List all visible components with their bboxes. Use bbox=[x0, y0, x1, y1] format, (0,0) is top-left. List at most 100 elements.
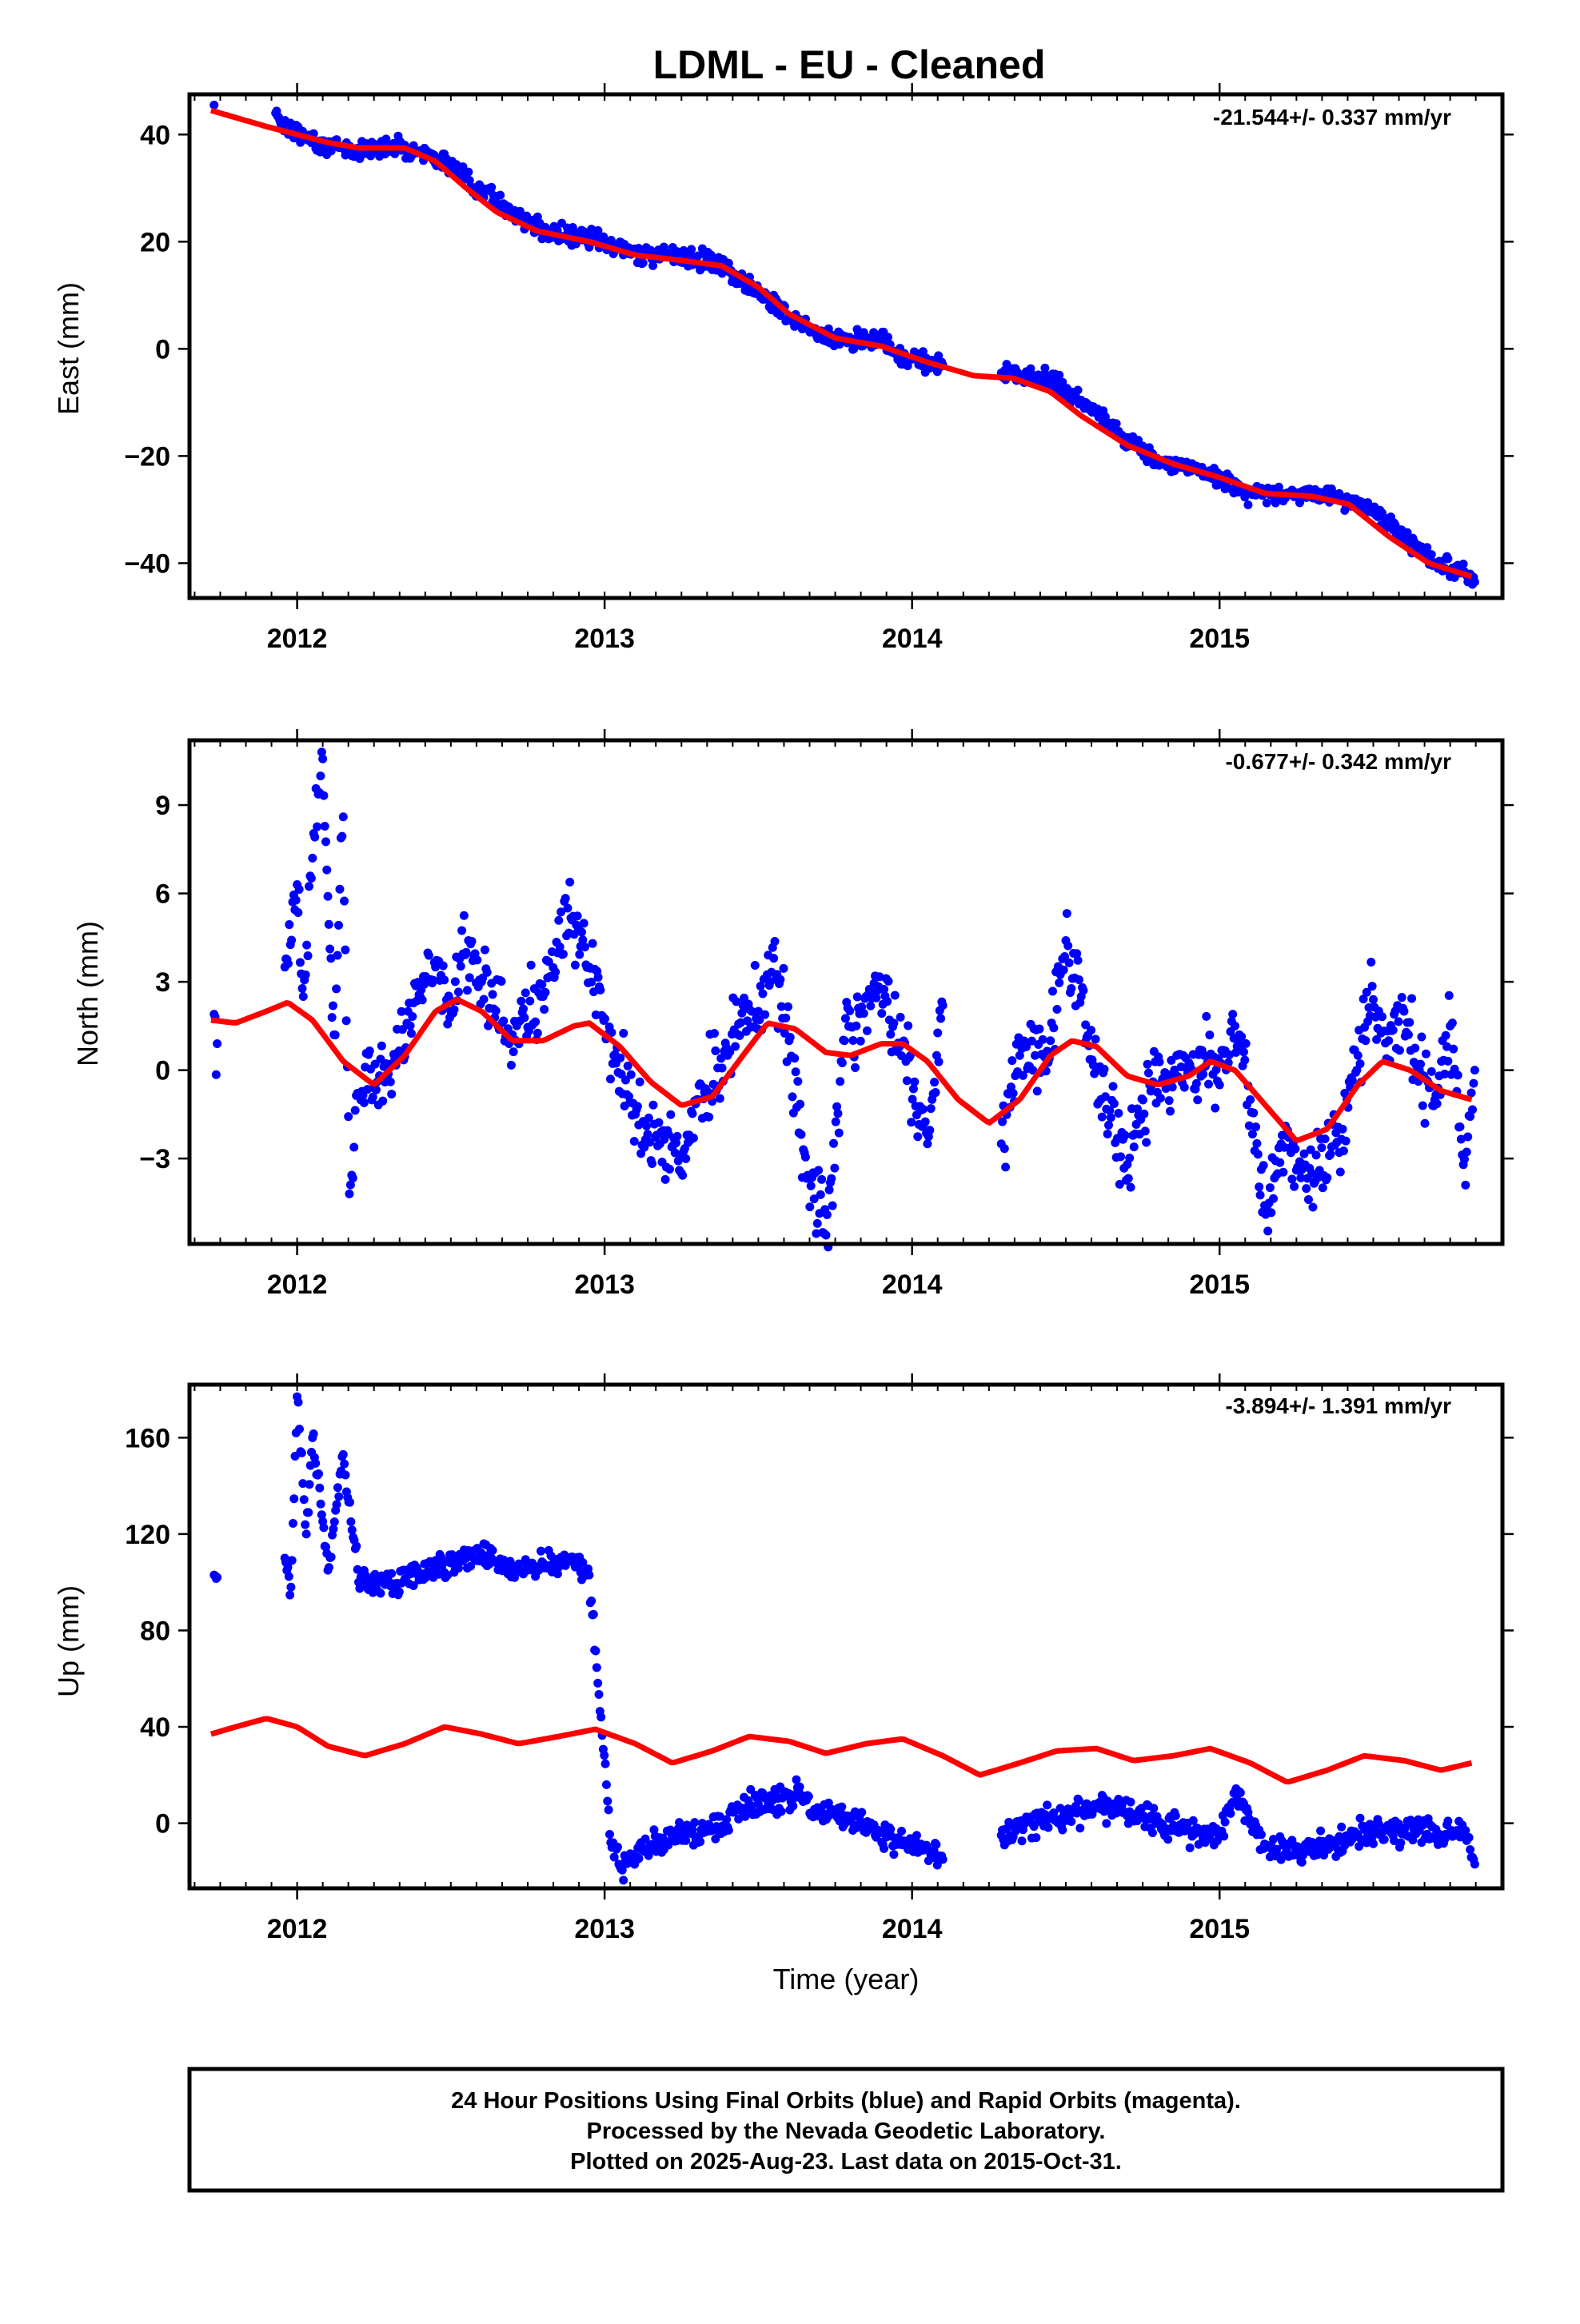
up-data-points bbox=[209, 1392, 1479, 1885]
up-data-point bbox=[857, 1808, 867, 1817]
north-data-point bbox=[817, 1174, 827, 1184]
up-data-point bbox=[1466, 1845, 1475, 1855]
north-data-point bbox=[704, 1112, 714, 1122]
north-data-point bbox=[827, 1174, 836, 1183]
east-plot-frame bbox=[187, 92, 1505, 600]
north-data-point bbox=[323, 891, 333, 901]
up-data-point bbox=[1147, 1828, 1157, 1838]
up-data-point bbox=[612, 1842, 622, 1852]
north-data-point bbox=[833, 1109, 843, 1118]
north-data-point bbox=[1249, 1108, 1259, 1118]
up-data-point bbox=[1443, 1816, 1453, 1826]
north-data-point bbox=[308, 853, 317, 863]
east-data-point bbox=[209, 100, 219, 110]
north-data-point bbox=[1240, 1055, 1250, 1065]
north-data-point bbox=[1265, 1183, 1275, 1193]
north-data-point bbox=[1317, 1143, 1327, 1153]
up-data-point bbox=[585, 1570, 594, 1580]
north-data-point bbox=[1421, 1049, 1430, 1058]
north-data-point bbox=[829, 1138, 839, 1148]
up-data-point bbox=[352, 1541, 361, 1551]
east-data-point bbox=[464, 167, 473, 177]
north-data-point bbox=[1440, 1069, 1450, 1078]
north-data-point bbox=[830, 1163, 840, 1173]
east-data-point bbox=[1443, 554, 1453, 564]
north-rate-label: -0.677+/- 0.342 mm/yr bbox=[1225, 749, 1451, 774]
north-data-point bbox=[1035, 1024, 1044, 1034]
north-data-point bbox=[482, 967, 492, 977]
up-x-tick-label: 2014 bbox=[882, 1914, 943, 1944]
north-data-point bbox=[302, 940, 312, 950]
up-data-point bbox=[309, 1429, 318, 1439]
north-x-tick-label: 2013 bbox=[574, 1270, 635, 1300]
up-data-point bbox=[1058, 1825, 1067, 1835]
north-data-point bbox=[821, 1230, 831, 1240]
up-data-point bbox=[601, 1780, 611, 1789]
east-data-point bbox=[606, 235, 616, 245]
north-data-point bbox=[755, 1015, 764, 1025]
north-data-point bbox=[831, 1117, 840, 1126]
north-data-point bbox=[557, 907, 566, 917]
north-data-point bbox=[725, 1047, 735, 1057]
north-data-point bbox=[1015, 1050, 1024, 1060]
north-data-point bbox=[783, 1002, 792, 1011]
north-data-point bbox=[747, 1007, 756, 1016]
north-data-point bbox=[1123, 1174, 1133, 1183]
north-data-point bbox=[1339, 1146, 1348, 1156]
north-data-point bbox=[1347, 1076, 1357, 1086]
north-data-point bbox=[1073, 955, 1083, 965]
up-data-point bbox=[1396, 1838, 1406, 1848]
up-data-point bbox=[289, 1494, 299, 1504]
north-data-point bbox=[648, 1158, 657, 1168]
north-data-point bbox=[473, 955, 482, 965]
up-data-point bbox=[376, 1589, 385, 1598]
north-data-point bbox=[1269, 1194, 1279, 1203]
north-data-point bbox=[293, 908, 303, 918]
north-data-point bbox=[1455, 1122, 1465, 1132]
north-data-point bbox=[330, 1030, 340, 1040]
north-data-point bbox=[1100, 1092, 1110, 1102]
up-data-point bbox=[536, 1546, 545, 1556]
up-data-point bbox=[285, 1590, 295, 1600]
north-data-point bbox=[623, 1061, 632, 1070]
up-data-point bbox=[561, 1561, 570, 1570]
north-data-point bbox=[926, 1104, 936, 1114]
north-data-point bbox=[832, 1102, 842, 1111]
north-data-point bbox=[1377, 1012, 1386, 1022]
up-data-point bbox=[886, 1824, 896, 1834]
up-data-point bbox=[333, 1483, 342, 1493]
north-data-point bbox=[1115, 1179, 1124, 1189]
north-data-point bbox=[1247, 1130, 1257, 1139]
north-data-point bbox=[298, 992, 308, 1002]
north-data-point bbox=[1259, 1161, 1268, 1170]
up-rate-label: -3.894+/- 1.391 mm/yr bbox=[1225, 1393, 1451, 1418]
up-data-point bbox=[711, 1834, 720, 1844]
up-data-point bbox=[1049, 1808, 1059, 1818]
north-data-point bbox=[635, 1077, 644, 1086]
north-data-point bbox=[1416, 1059, 1426, 1069]
up-data-point bbox=[304, 1508, 313, 1517]
up-data-point bbox=[604, 1830, 614, 1840]
east-y-tick-label: 20 bbox=[140, 227, 170, 257]
up-data-point bbox=[1149, 1804, 1159, 1813]
up-data-point bbox=[326, 1553, 336, 1562]
north-x-tick-label: 2015 bbox=[1189, 1270, 1250, 1300]
footer-line-2: Processed by the Nevada Geodetic Laborat… bbox=[587, 2119, 1106, 2144]
east-data-point bbox=[1295, 498, 1304, 508]
north-data-point bbox=[642, 1121, 652, 1130]
up-data-point bbox=[394, 1587, 404, 1597]
north-data-point bbox=[1279, 1167, 1288, 1177]
east-data-point bbox=[1458, 560, 1468, 569]
north-data-point bbox=[1417, 1032, 1426, 1042]
north-data-point bbox=[1255, 1182, 1264, 1192]
east-y-tick-label: 40 bbox=[140, 120, 170, 150]
north-data-point bbox=[716, 1054, 726, 1063]
east-data-point bbox=[1426, 550, 1436, 560]
up-data-point bbox=[1067, 1817, 1076, 1827]
north-data-point bbox=[338, 812, 348, 822]
up-data-point bbox=[912, 1831, 921, 1840]
north-data-point bbox=[1441, 1030, 1450, 1040]
up-data-point bbox=[938, 1855, 948, 1864]
north-data-point bbox=[886, 1030, 896, 1039]
north-data-point bbox=[449, 1005, 459, 1015]
